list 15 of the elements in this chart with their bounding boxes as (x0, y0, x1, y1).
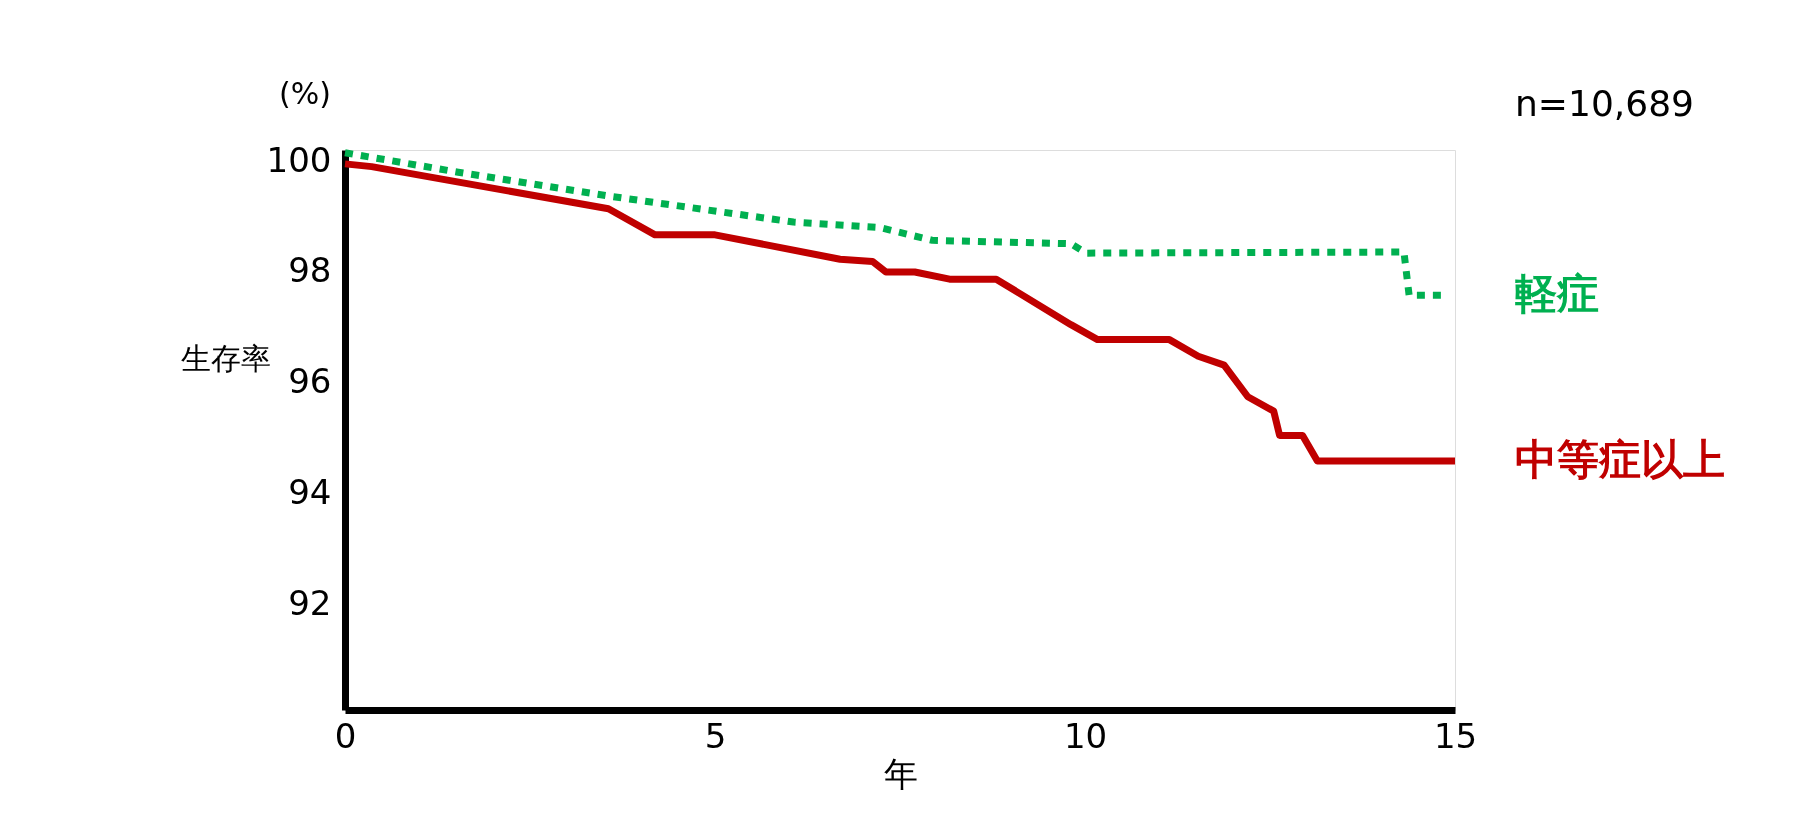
y-tick-label: 92 (288, 583, 332, 624)
y-axis-title: 生存率 (180, 340, 271, 376)
x-tick-label: 5 (704, 715, 727, 756)
y-tick-label: 98 (288, 250, 332, 291)
y-tick-label: 94 (288, 472, 332, 513)
x-tick-label: 10 (1063, 715, 1108, 756)
text: n=10,689 (1515, 83, 1694, 124)
series-label: 中等症以上 (1515, 435, 1725, 485)
x-axis-title: 年 (883, 753, 918, 794)
series-label: 軽症 (1515, 269, 1599, 319)
text: (%) (279, 76, 331, 111)
y-tick-label: 100 (266, 139, 332, 180)
x-tick-label: 15 (1433, 715, 1478, 756)
y-tick-label: 96 (288, 361, 332, 402)
x-tick-label: 0 (334, 715, 357, 756)
